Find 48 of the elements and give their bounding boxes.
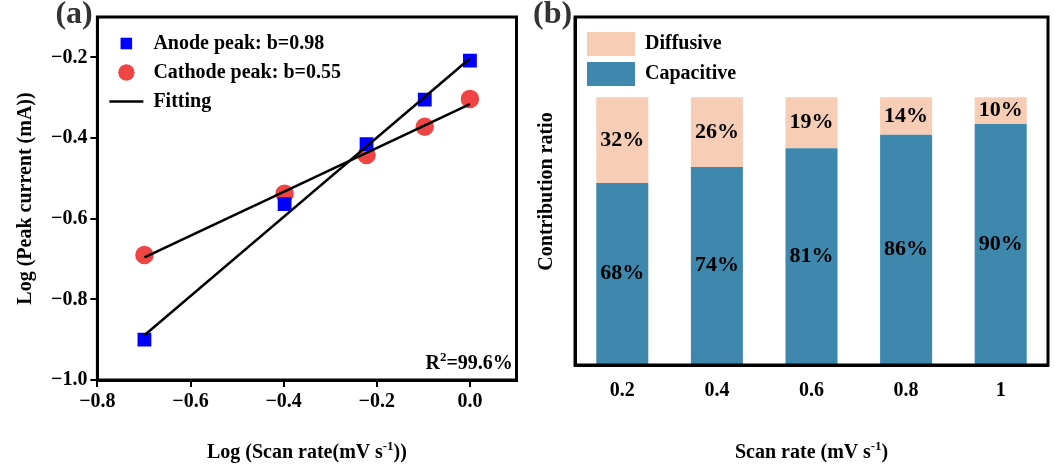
y-tick-label: −0.8 bbox=[50, 286, 88, 309]
point bbox=[460, 89, 480, 109]
legend-label: Anode peak: b=0.98 bbox=[153, 30, 325, 54]
annotation: R$^{2}$=99.6% bbox=[425, 349, 513, 374]
x-tick-label: −0.4 bbox=[265, 389, 302, 412]
data-label: 68% bbox=[600, 259, 645, 285]
bar bbox=[785, 148, 838, 364]
point bbox=[277, 197, 292, 212]
y-tick-label: −0.6 bbox=[50, 205, 88, 228]
data-label: 81% bbox=[789, 241, 834, 267]
data-label: 26% bbox=[694, 117, 739, 143]
bar bbox=[974, 124, 1027, 364]
point bbox=[137, 332, 152, 347]
y-axis-title: Log (Peak current (mA)) bbox=[12, 92, 36, 305]
data-label: 19% bbox=[789, 108, 834, 134]
x-tick-label: −0.2 bbox=[358, 389, 395, 412]
bar bbox=[596, 97, 649, 183]
data-label: 86% bbox=[884, 235, 929, 261]
legend-label: Fitting bbox=[153, 88, 212, 112]
x-tick-label: 0.2 bbox=[609, 378, 635, 401]
data-label: 14% bbox=[884, 101, 929, 127]
x-tick-label: 1 bbox=[995, 378, 1006, 401]
data-label: 90% bbox=[978, 229, 1023, 255]
bar bbox=[596, 182, 649, 364]
data-label: 74% bbox=[694, 251, 739, 277]
legend-label: Capacitive bbox=[645, 61, 737, 85]
x-tick-label: 0.0 bbox=[457, 389, 483, 412]
x-axis-title: Log (Scan rate(mV s$^{-1}$)) bbox=[206, 438, 407, 463]
x-tick-label: 0.4 bbox=[704, 378, 730, 401]
data-label: 32% bbox=[600, 125, 645, 151]
bar bbox=[690, 97, 743, 167]
bar bbox=[785, 97, 838, 149]
data-label: 10% bbox=[978, 96, 1023, 122]
x-tick-label: −0.8 bbox=[79, 389, 116, 412]
y-axis-title: Contribution ratio bbox=[533, 111, 557, 271]
y-tick-label: −1.0 bbox=[50, 367, 88, 390]
x-tick-label: 0.6 bbox=[799, 378, 824, 401]
legend-label: Diffusive bbox=[645, 31, 722, 54]
bar bbox=[690, 166, 743, 364]
chart-title: (a) bbox=[55, 0, 93, 31]
x-tick-label: 0.8 bbox=[893, 378, 919, 401]
chart-title: (b) bbox=[533, 0, 573, 31]
y-tick-label: −0.4 bbox=[50, 125, 88, 148]
x-tick-label: −0.6 bbox=[172, 389, 209, 412]
y-tick-label: −0.2 bbox=[50, 44, 88, 67]
x-axis-title: Scan rate (mV s$^{-1}$) bbox=[735, 438, 889, 463]
legend-label: Cathode peak: b=0.55 bbox=[153, 59, 341, 83]
bar bbox=[880, 134, 933, 364]
